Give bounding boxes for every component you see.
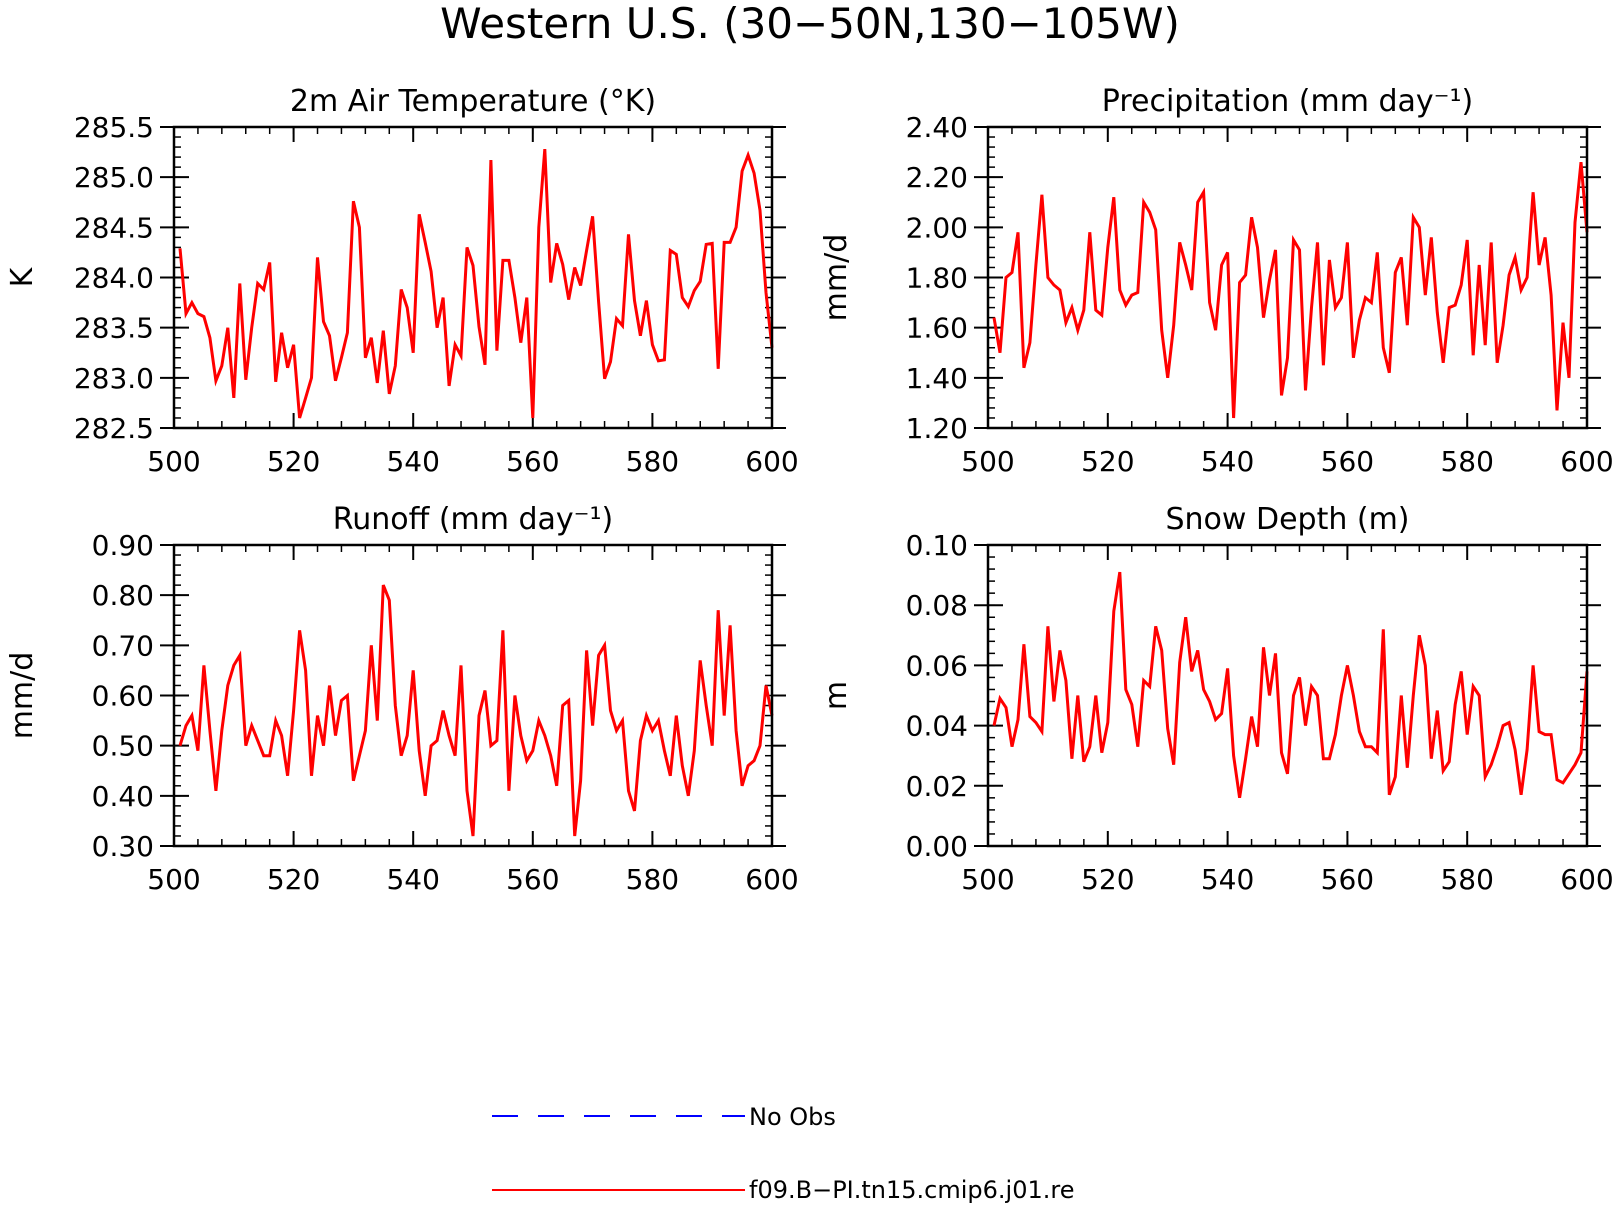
x-tick-label: 500 xyxy=(147,863,200,896)
x-tick-label: 540 xyxy=(1201,445,1254,478)
y-tick-label: 0.60 xyxy=(92,680,154,713)
y-tick-label: 0.00 xyxy=(906,830,968,863)
x-tick-label: 500 xyxy=(961,445,1014,478)
series-line-runoff xyxy=(178,584,774,837)
y-tick-label: 1.40 xyxy=(906,362,968,395)
plot-frame-snow-depth xyxy=(986,543,1589,848)
y-tick-label: 0.04 xyxy=(906,710,968,743)
y-tick-label: 282.5 xyxy=(74,412,154,445)
y-axis-label-runoff: mm/d xyxy=(5,652,40,740)
x-tick-label: 500 xyxy=(961,863,1014,896)
y-tick-label: 283.0 xyxy=(74,362,154,395)
panel-title-snow-depth: Snow Depth (m) xyxy=(1165,502,1409,537)
y-tick-label: 2.20 xyxy=(906,161,968,194)
x-tick-label: 580 xyxy=(626,863,679,896)
x-tick-label: 540 xyxy=(1201,863,1254,896)
y-tick-label: 0.02 xyxy=(906,770,968,803)
series-line-snow-depth xyxy=(992,571,1589,799)
x-tick-label: 520 xyxy=(1081,863,1134,896)
x-tick-label: 560 xyxy=(1321,445,1374,478)
x-tick-label: 560 xyxy=(506,863,559,896)
x-tick-label: 600 xyxy=(745,863,798,896)
figure-title: Western U.S. (30−50N,130−105W) xyxy=(440,0,1180,48)
y-tick-label: 0.90 xyxy=(92,529,154,562)
y-tick-label: 1.80 xyxy=(906,262,968,295)
y-tick-label: 283.5 xyxy=(74,312,154,345)
y-axis-label-air-temperature: K xyxy=(5,266,40,287)
x-tick-label: 580 xyxy=(1440,863,1493,896)
x-tick-label: 580 xyxy=(1440,445,1493,478)
y-tick-label: 285.5 xyxy=(74,111,154,144)
y-tick-label: 1.20 xyxy=(906,412,968,445)
legend-entry-model-run: f09.B−PI.tn15.cmip6.j01.re xyxy=(492,1176,1074,1204)
x-tick-label: 600 xyxy=(1560,863,1613,896)
x-tick-label: 560 xyxy=(1321,863,1374,896)
panel-snow-depth: Snow Depth (m) m 500 520 540 560 580 600 0.00 0.0… xyxy=(819,502,1614,896)
series-line-precipitation xyxy=(992,161,1589,419)
y-axis-label-precipitation: mm/d xyxy=(819,234,854,322)
y-tick-label: 0.30 xyxy=(92,830,154,863)
y-tick-label: 2.00 xyxy=(906,211,968,244)
legend: No Obs f09.B−PI.tn15.cmip6.j01.re xyxy=(492,1103,1074,1204)
plot-frame-runoff xyxy=(172,543,774,848)
y-tick-label: 0.40 xyxy=(92,780,154,813)
x-tick-label: 540 xyxy=(386,445,439,478)
x-tick-label: 500 xyxy=(147,445,200,478)
panel-title-runoff: Runoff (mm day⁻¹) xyxy=(333,502,614,537)
y-axis-label-snow-depth: m xyxy=(819,681,854,710)
panel-title-air-temperature: 2m Air Temperature (°K) xyxy=(290,84,656,119)
legend-entry-no-obs: No Obs xyxy=(492,1103,836,1131)
y-tick-label: 0.10 xyxy=(906,529,968,562)
series-line-air-temperature xyxy=(178,148,774,419)
plot-frame-precipitation xyxy=(986,125,1589,430)
panel-title-precipitation: Precipitation (mm day⁻¹) xyxy=(1102,84,1473,119)
legend-label-no-obs: No Obs xyxy=(749,1103,836,1131)
panel-precipitation: Precipitation (mm day⁻¹) mm/d 500 520 540 560… xyxy=(819,84,1614,478)
y-tick-label: 0.50 xyxy=(92,730,154,763)
x-tick-label: 600 xyxy=(1560,445,1613,478)
panel-runoff: Runoff (mm day⁻¹) mm/d 500 520 540 560 580 600 0… xyxy=(5,502,799,896)
x-tick-label: 520 xyxy=(267,445,320,478)
y-tick-label: 0.06 xyxy=(906,649,968,682)
panels: 2m Air Temperature (°K) K 500 520 540 560 580 6… xyxy=(5,84,1614,896)
x-tick-label: 580 xyxy=(626,445,679,478)
y-tick-label: 284.0 xyxy=(74,262,154,295)
x-tick-label: 600 xyxy=(745,445,798,478)
y-tick-label: 0.08 xyxy=(906,589,968,622)
x-tick-label: 540 xyxy=(386,863,439,896)
x-tick-label: 520 xyxy=(1081,445,1134,478)
plot-frame-air-temperature xyxy=(172,125,774,430)
y-tick-label: 0.70 xyxy=(92,629,154,662)
x-tick-label: 520 xyxy=(267,863,320,896)
x-tick-label: 560 xyxy=(506,445,559,478)
y-tick-label: 0.80 xyxy=(92,579,154,612)
y-tick-label: 1.60 xyxy=(906,312,968,345)
y-tick-label: 285.0 xyxy=(74,161,154,194)
y-tick-label: 284.5 xyxy=(74,211,154,244)
legend-label-model-run: f09.B−PI.tn15.cmip6.j01.re xyxy=(749,1176,1074,1204)
y-tick-label: 2.40 xyxy=(906,111,968,144)
panel-air-temperature: 2m Air Temperature (°K) K 500 520 540 560 580 6… xyxy=(5,84,799,478)
